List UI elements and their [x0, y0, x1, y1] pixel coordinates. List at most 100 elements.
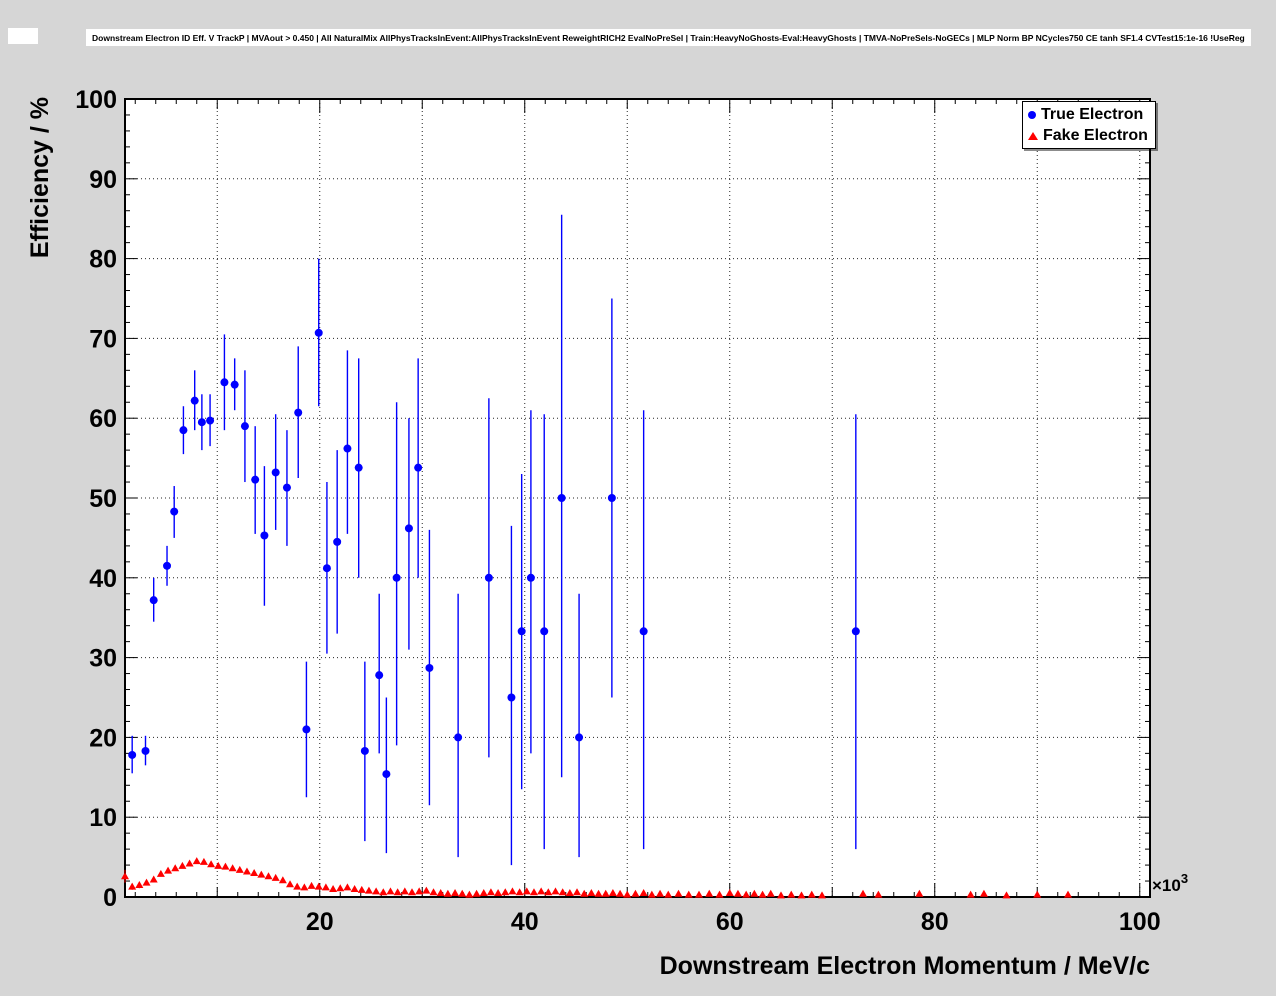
- x-axis-multiplier: ×103: [1152, 871, 1188, 895]
- fake-electron-marker: [580, 889, 589, 897]
- fake-electron-marker: [343, 883, 352, 891]
- fake-electron-marker: [733, 889, 742, 897]
- plot-title: Downstream Electron ID Eff. V TrackP | M…: [86, 29, 1251, 46]
- true-electron-marker: [206, 416, 215, 425]
- plot-title-text: Downstream Electron ID Eff. V TrackP | M…: [92, 32, 1245, 43]
- fake-electron-marker: [422, 886, 431, 894]
- y-tick-label: 80: [89, 246, 117, 274]
- fake-electron-marker: [235, 865, 244, 873]
- x-tick-label: 80: [921, 908, 949, 936]
- fake-electron-marker: [128, 882, 137, 890]
- fake-electron-marker: [379, 888, 388, 896]
- fake-electron-marker: [257, 870, 266, 878]
- fake-electron-marker: [400, 887, 409, 895]
- x-tick-label: 40: [511, 908, 539, 936]
- fake-electron-marker: [501, 888, 510, 896]
- true-electron-marker: [163, 561, 172, 570]
- true-electron-marker: [607, 494, 616, 502]
- x-tick-label: 20: [306, 908, 334, 936]
- true-electron-marker: [197, 418, 206, 427]
- true-electron-marker-icon: [1028, 110, 1036, 119]
- fake-electron-marker: [135, 881, 144, 889]
- fake-electron-marker: [443, 889, 452, 897]
- legend-label-true-electron: True Electron: [1041, 105, 1144, 123]
- fake-electron-marker: [656, 889, 665, 897]
- legend: True Electron Fake Electron: [1022, 101, 1156, 149]
- true-electron-marker: [141, 746, 150, 755]
- y-tick-label: 70: [89, 325, 117, 353]
- true-electron-marker: [382, 770, 391, 779]
- fake-electron-marker: [859, 889, 867, 897]
- legend-item-fake-electron: Fake Electron: [1023, 126, 1155, 146]
- fake-electron-marker: [558, 888, 567, 896]
- fake-electron-marker: [465, 890, 474, 898]
- true-electron-marker: [526, 573, 535, 582]
- fake-electron-marker: [544, 888, 553, 896]
- fake-electron-marker: [329, 885, 338, 893]
- fake-electron-marker: [250, 869, 259, 877]
- true-electron-marker: [484, 573, 493, 582]
- fake-electron-marker: [364, 886, 373, 894]
- fake-electron-marker: [336, 884, 345, 892]
- y-tick-label: 30: [89, 645, 117, 673]
- true-electron-marker: [354, 463, 363, 472]
- true-electron-marker: [294, 408, 303, 417]
- true-electron-marker: [322, 564, 331, 573]
- fake-electron-marker: [915, 889, 924, 897]
- fake-electron-marker: [350, 885, 359, 893]
- fake-electron-marker: [142, 878, 151, 886]
- fake-electron-marker: [278, 876, 287, 884]
- x-tick-label: 60: [716, 908, 744, 936]
- fake-electron-marker: [436, 889, 445, 897]
- true-electron-marker: [507, 693, 516, 702]
- fake-electron-marker: [271, 873, 280, 881]
- true-electron-marker: [360, 746, 369, 755]
- fake-electron-marker: [164, 866, 173, 874]
- true-electron-marker: [517, 627, 526, 636]
- true-electron-marker: [375, 671, 384, 680]
- fake-electron-marker: [623, 890, 632, 898]
- fake-electron-marker: [1033, 890, 1042, 898]
- y-axis-title: Efficiency / %: [26, 97, 54, 258]
- true-electron-marker: [425, 663, 434, 672]
- fake-electron-marker: [221, 862, 230, 870]
- true-electron-marker: [190, 396, 199, 405]
- fake-electron-marker: [357, 885, 366, 893]
- true-electron-marker: [170, 507, 179, 516]
- y-tick-label: 90: [89, 166, 117, 194]
- fake-electron-marker: [293, 882, 302, 890]
- true-electron-marker: [404, 524, 413, 533]
- fake-electron-marker: [601, 889, 610, 897]
- fake-electron-marker: [207, 860, 216, 868]
- fake-electron-marker: [565, 889, 574, 897]
- true-electron-marker: [260, 531, 269, 540]
- true-electron-marker: [230, 380, 239, 389]
- fake-electron-marker: [242, 867, 251, 875]
- y-tick-label: 40: [89, 565, 117, 593]
- fake-electron-marker: [458, 889, 467, 897]
- fake-electron-marker: [228, 864, 237, 872]
- fake-electron-marker: [608, 889, 617, 897]
- true-electron-marker: [333, 537, 342, 546]
- fake-electron-marker: [1064, 890, 1072, 898]
- fake-electron-marker: [314, 882, 323, 890]
- true-electron-marker: [392, 573, 401, 582]
- fake-electron-marker: [494, 889, 503, 897]
- true-electron-marker: [314, 328, 323, 337]
- x-axis-title: Downstream Electron Momentum / MeV/c: [660, 952, 1150, 980]
- fake-electron-marker: [185, 859, 194, 867]
- fake-electron-marker: [647, 890, 656, 898]
- fake-electron-marker: [674, 889, 683, 897]
- fake-electron-marker: [750, 889, 759, 897]
- legend-label-fake-electron: Fake Electron: [1043, 126, 1148, 144]
- fake-electron-marker: [573, 888, 582, 896]
- true-electron-marker: [302, 725, 311, 734]
- fake-electron-marker: [537, 887, 546, 895]
- fake-electron-marker: [178, 861, 187, 869]
- fake-electron-marker: [121, 872, 129, 880]
- plot-frame: [124, 98, 1151, 898]
- fake-electron-marker: [199, 857, 208, 865]
- fake-electron-marker: [684, 890, 693, 898]
- fake-electron-marker: [766, 889, 775, 897]
